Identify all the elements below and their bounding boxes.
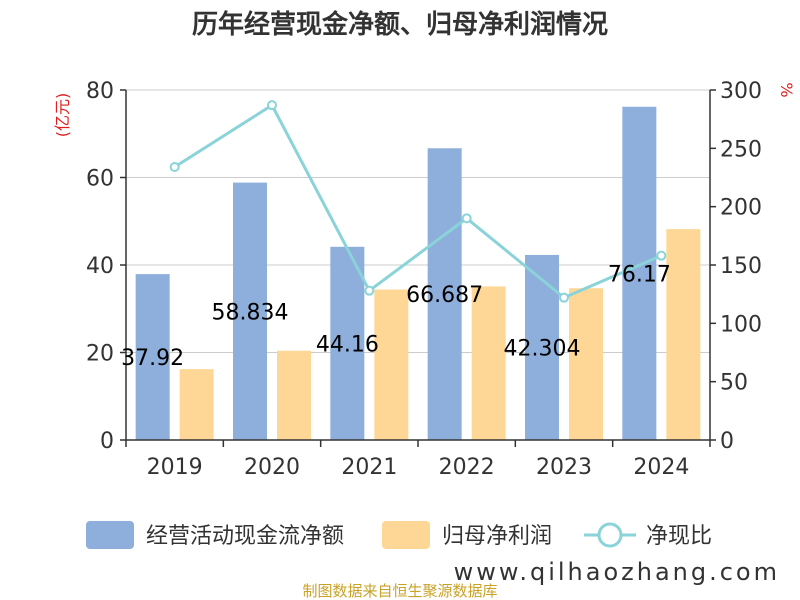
- cash-flow-bar: [135, 274, 170, 440]
- right-tick-label: 0: [720, 429, 734, 454]
- right-tick-label: 50: [720, 371, 748, 396]
- net-profit-bar: [374, 289, 409, 440]
- x-tick-label: 2023: [536, 455, 592, 480]
- legend-marker-ratio: [597, 522, 623, 548]
- right-axis-unit: %: [777, 82, 796, 97]
- chart-title: 历年经营现金净额、归母净利润情况: [192, 9, 608, 40]
- bar-labels: 37.92 58.834 44.16 66.687 42.304 76.17: [121, 262, 671, 371]
- net-profit-bar: [179, 369, 214, 440]
- cash-flow-bar: [525, 254, 559, 440]
- watermark: www.qilhaozhang.com: [454, 558, 780, 586]
- cash-flow-bar-label: 42.304: [504, 336, 581, 361]
- ratio-line-path: [173, 103, 662, 300]
- left-tick-label: 40: [86, 254, 114, 279]
- legend-label-net-profit: 归母净利润: [442, 524, 552, 549]
- ratio-point: [656, 250, 667, 261]
- cash-flow-bar: [233, 182, 267, 440]
- cash-flow-bar: [622, 106, 657, 440]
- net-profit-bar: [471, 286, 506, 440]
- left-tick-label: 20: [86, 342, 114, 367]
- x-tick-label: 2020: [244, 455, 300, 480]
- x-tick-label: 2019: [147, 455, 203, 480]
- cash-flow-bar-label: 58.834: [212, 300, 289, 325]
- net-profit-bar: [569, 288, 603, 440]
- cash-flow-bar-label: 44.16: [316, 332, 379, 357]
- ratio-point: [169, 162, 180, 172]
- source-note: 制图数据来自恒生聚源数据库: [302, 582, 497, 600]
- net-profit-bar: [277, 350, 311, 440]
- axes: 0 20 40 60 80 0 50 100 150 200 250 300 2019 2020 2021 2…: [86, 79, 762, 480]
- legend-swatch-net-profit: [382, 521, 430, 549]
- legend-label-cash-flow: 经营活动现金流净额: [146, 524, 344, 549]
- ratio-point: [559, 292, 569, 303]
- legend: 经营活动现金流净额 归母净利润 净现比: [86, 521, 712, 549]
- bars: [135, 106, 701, 440]
- right-tick-label: 100: [720, 312, 762, 337]
- x-tick-label: 2021: [341, 455, 397, 480]
- left-axis-unit: (亿元): [53, 93, 72, 138]
- cash-flow-bar-label: 76.17: [608, 262, 671, 287]
- left-tick-label: 0: [100, 429, 114, 454]
- ratio-point: [461, 213, 472, 224]
- right-tick-label: 200: [720, 196, 762, 221]
- right-tick-label: 150: [720, 254, 762, 279]
- legend-label-ratio: 净现比: [646, 524, 712, 549]
- ratio-line: [169, 100, 667, 303]
- ratio-point: [267, 100, 277, 111]
- left-tick-label: 60: [86, 167, 114, 192]
- right-tick-label: 300: [720, 79, 762, 104]
- left-tick-label: 80: [86, 79, 114, 104]
- net-profit-bar: [666, 229, 701, 440]
- cash-flow-bar: [330, 246, 365, 440]
- right-tick-label: 250: [720, 137, 762, 162]
- cash-flow-bar: [427, 148, 462, 440]
- cash-flow-bar-label: 37.92: [121, 346, 184, 371]
- x-tick-label: 2024: [633, 455, 689, 480]
- ratio-point: [364, 285, 375, 296]
- x-tick-label: 2022: [439, 455, 495, 480]
- cash-flow-bar-label: 66.687: [406, 283, 483, 308]
- legend-swatch-cash-flow: [86, 521, 134, 549]
